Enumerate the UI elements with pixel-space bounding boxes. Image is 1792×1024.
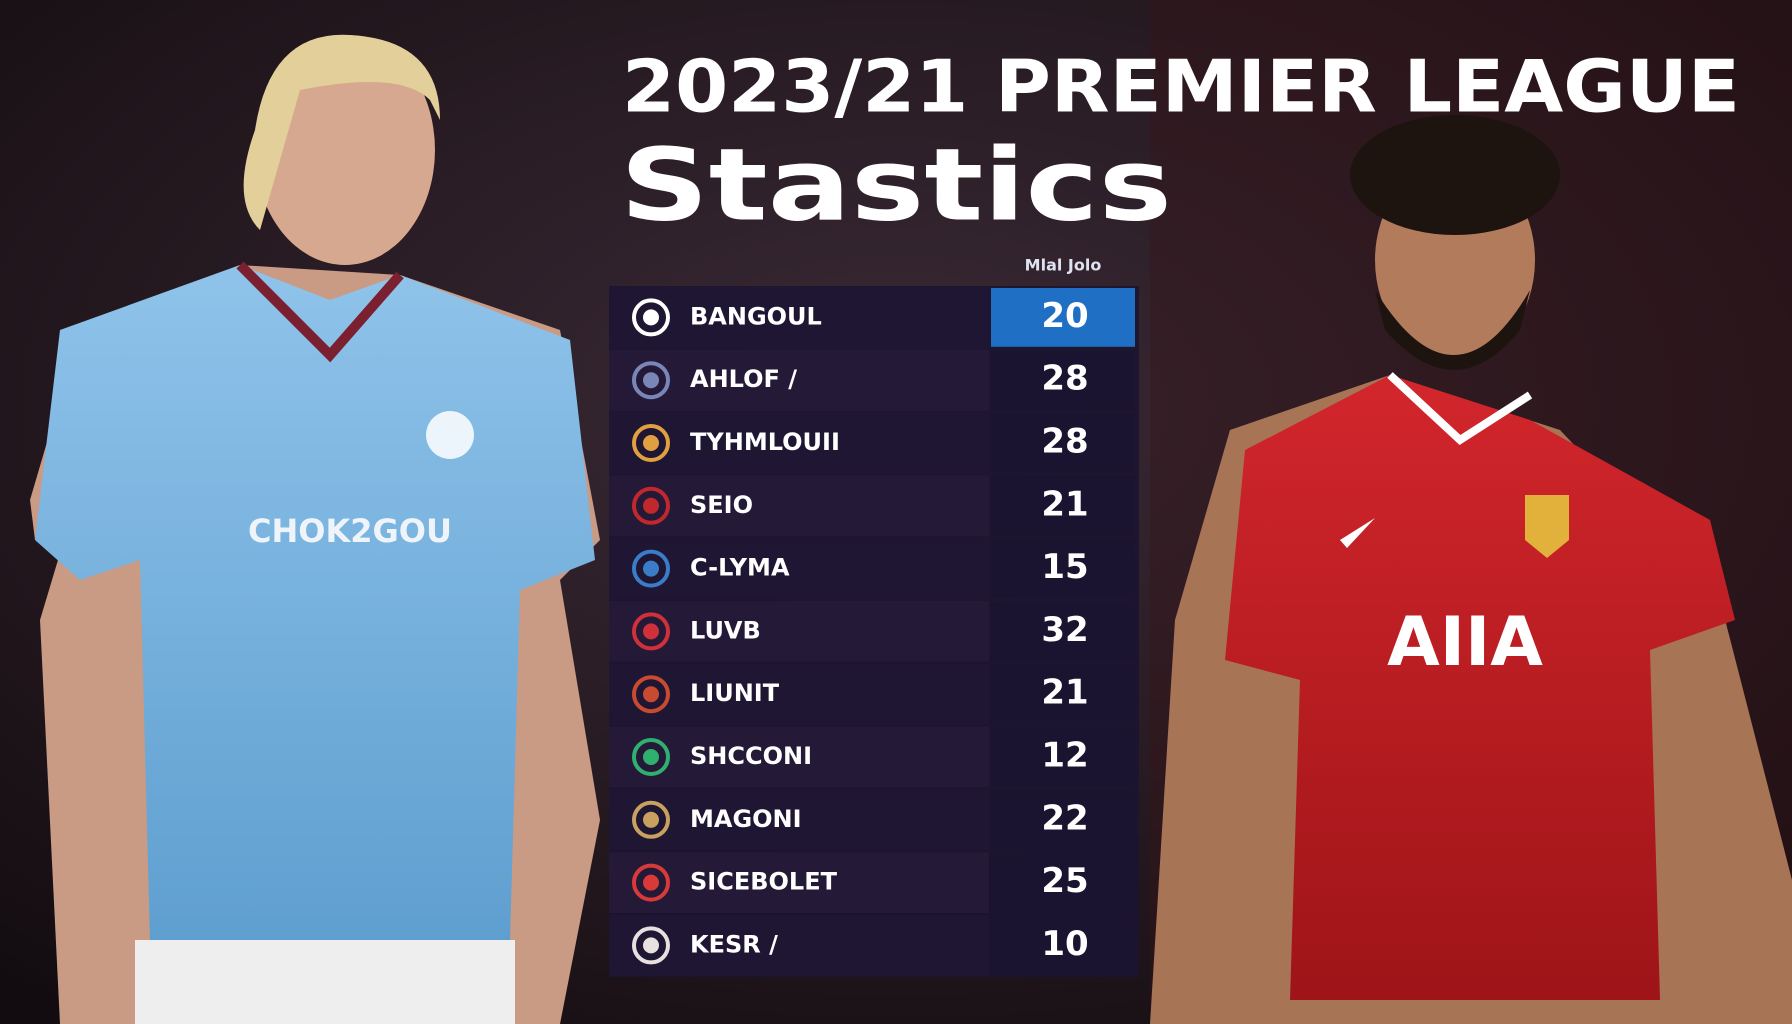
row-bg — [609, 287, 989, 348]
row-bg — [609, 412, 989, 474]
player-name: LIUNIT — [690, 679, 780, 707]
subtitle: Stastics — [620, 126, 1172, 243]
club-icon — [632, 361, 670, 400]
club-icon — [632, 738, 670, 776]
stat-value: 10 — [1041, 924, 1088, 964]
stat-value: 15 — [1041, 547, 1088, 587]
value-cell — [991, 539, 1135, 598]
value-cell — [991, 664, 1135, 724]
stat-value: 20 — [1041, 296, 1088, 336]
stats-table: BANGOUL 20 AHLOF / 28 TYHMLOUII 28 SEIO 21 C-LYM… — [609, 286, 1139, 977]
stat-value: 21 — [1041, 673, 1088, 713]
player-name: KESR / — [690, 930, 778, 958]
row-bg — [609, 852, 989, 913]
table-row: SICEBOLET 25 — [609, 852, 1135, 913]
value-cell — [991, 602, 1135, 661]
stat-value: 22 — [1041, 798, 1088, 838]
club-icon — [632, 800, 670, 839]
row-bg — [609, 538, 989, 599]
club-icon — [632, 612, 670, 651]
value-cell — [991, 476, 1135, 536]
value-cell — [991, 727, 1135, 787]
value-cell — [991, 288, 1135, 347]
value-cell — [991, 790, 1135, 850]
player-name: AHLOF / — [690, 365, 797, 393]
club-icon — [632, 298, 670, 337]
club-icon-core — [643, 497, 659, 514]
player-name: MAGONI — [690, 805, 802, 833]
row-bg — [609, 601, 989, 662]
value-cell — [991, 853, 1135, 912]
player-name: BANGOUL — [690, 302, 822, 330]
table-row: BANGOUL 20 — [609, 287, 1135, 348]
shirt-text: CHOK2GOU — [248, 512, 452, 550]
stat-value: 28 — [1041, 359, 1088, 399]
title: 2023/21 PREMIER LEAGUE — [622, 45, 1740, 129]
club-icon-core — [643, 435, 659, 451]
table-row: LUVB 32 — [609, 601, 1135, 662]
right-player: AIIA — [1150, 115, 1792, 1024]
club-icon-core — [643, 560, 659, 577]
club-icon-core — [643, 874, 659, 891]
club-icon-core — [643, 749, 659, 765]
column-header: Mlal Jolo — [1025, 256, 1102, 275]
table-row: SHCCONI 12 — [609, 726, 1135, 788]
club-icon-core — [643, 686, 659, 703]
club-icon — [632, 424, 670, 462]
shirt-text: AIIA — [1387, 603, 1543, 682]
table-row: C-LYMA 15 — [609, 538, 1135, 599]
player-name: SICEBOLET — [690, 868, 838, 896]
table-row: MAGONI 22 — [609, 789, 1135, 851]
club-icon — [632, 549, 670, 588]
club-icon — [632, 486, 670, 525]
player-name: C-LYMA — [690, 554, 790, 582]
player-name: SEIO — [690, 491, 753, 519]
row-bg — [609, 663, 989, 725]
stat-value: 12 — [1041, 736, 1088, 776]
row-bg — [609, 475, 989, 537]
row-bg — [609, 789, 989, 851]
value-cell — [991, 413, 1135, 473]
stat-value: 28 — [1041, 422, 1088, 462]
club-icon-core — [643, 623, 659, 640]
club-icon — [632, 675, 670, 714]
left-player: CHOK2GOU — [30, 34, 600, 1024]
player-name: SHCCONI — [690, 742, 812, 770]
player-name: TYHMLOUII — [690, 428, 840, 456]
table-row: LIUNIT 21 — [609, 663, 1135, 725]
value-cell — [991, 350, 1135, 410]
stat-value: 25 — [1041, 861, 1088, 901]
club-icon-core — [643, 309, 659, 326]
club-icon-core — [643, 811, 659, 828]
table-row: AHLOF / 28 — [609, 349, 1135, 411]
club-icon — [632, 863, 670, 902]
player-name: LUVB — [690, 616, 761, 644]
table-row: TYHMLOUII 28 — [609, 412, 1135, 474]
club-icon — [632, 926, 670, 965]
row-bg — [609, 915, 989, 976]
stat-value: 32 — [1041, 610, 1088, 650]
club-icon-core — [643, 372, 659, 389]
stat-value: 21 — [1041, 484, 1088, 524]
value-cell — [991, 916, 1135, 975]
club-icon-core — [643, 937, 659, 954]
row-bg — [609, 349, 989, 411]
row-bg — [609, 726, 989, 788]
table-row: SEIO 21 — [609, 475, 1135, 537]
table-row: KESR / 10 — [609, 915, 1135, 976]
